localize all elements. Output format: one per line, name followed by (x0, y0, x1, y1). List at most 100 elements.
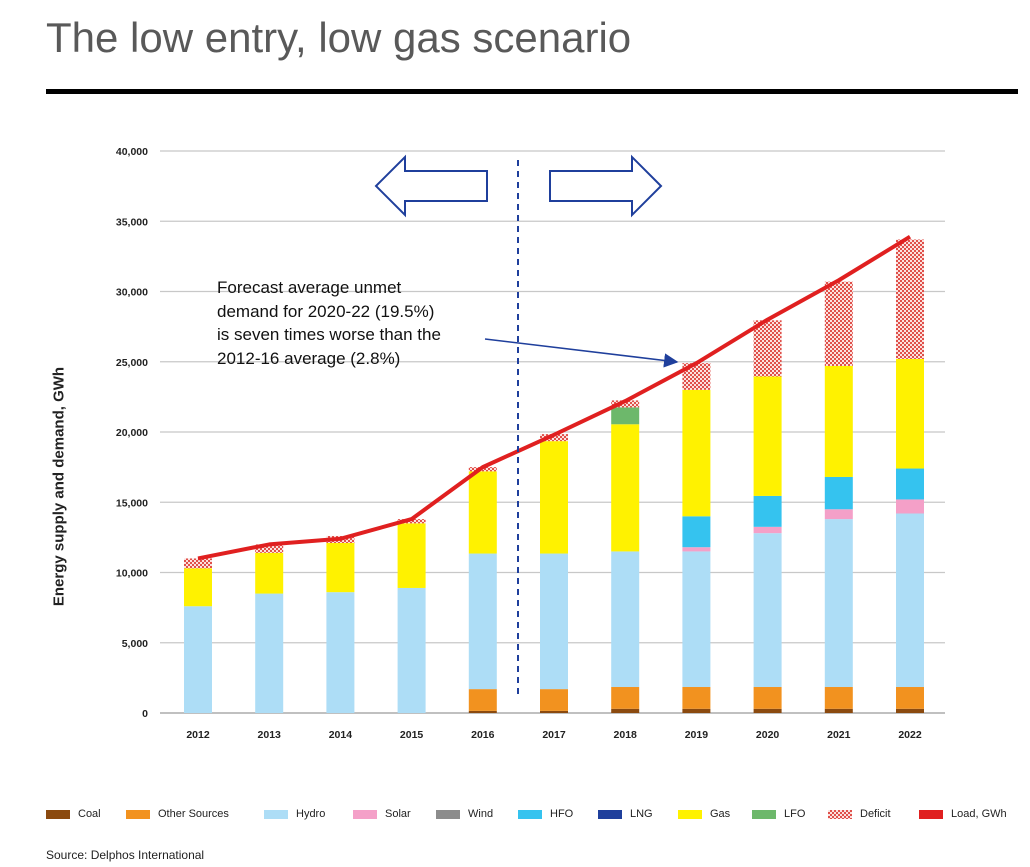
bar-segment-solar-2019 (682, 547, 711, 552)
legend-label: Hydro (296, 808, 326, 820)
bar-segment-solar-2022 (896, 499, 924, 514)
load-series-line (197, 234, 912, 561)
y-axis-label: Energy supply and demand, GWh (50, 366, 68, 607)
x-axis-ticks: 2012 2013 2014 2015 2016 2017 2018 2019 2020 2021… (186, 729, 922, 741)
bar-segment-gas-2020 (753, 376, 782, 496)
y-tick-label: 25,000 (116, 357, 148, 369)
bar-segment-hydro-2018 (611, 551, 640, 688)
legend-label: LNG (630, 808, 653, 820)
bar-segment-coal-2018 (611, 708, 640, 713)
stacked-bar-chart: 2012 2013 2014 2015 2016 2017 2018 2019 2020 2021… (116, 146, 945, 741)
bar-segment-coal-2020 (753, 708, 782, 713)
legend-item-lng: LNG (598, 808, 653, 820)
bar-segment-gas-2014 (326, 542, 355, 593)
title-divider (46, 89, 1018, 94)
legend-item-coal: Coal (46, 808, 101, 820)
bar-segment-deficit-2020 (753, 320, 782, 377)
bar-segment-deficit-2017 (540, 434, 568, 442)
bar-segment-deficit-2021 (824, 281, 853, 366)
bar-segment-hfo-2020 (753, 495, 782, 527)
bar-segment-gas-2013 (255, 552, 284, 594)
y-axis-ticks: 0 5,000 10,000 15,000 20,000 25,000 30,000 35,0… (116, 146, 148, 720)
bar-segment-gas-2022 (896, 358, 924, 469)
y-tick-label: 30,000 (116, 287, 148, 299)
annotation-line: is seven times worse than the (217, 325, 441, 344)
annotation-line: Forecast average unmet (217, 278, 402, 297)
x-tick-label: 2021 (827, 729, 851, 741)
bars (184, 239, 924, 713)
x-tick-label: 2020 (756, 729, 780, 741)
legend-label: Coal (78, 808, 101, 820)
bar-segment-gas-2017 (540, 441, 568, 554)
x-tick-label: 2017 (542, 729, 566, 741)
bar-segment-coal-2019 (682, 708, 711, 713)
historical-arrow-icon (374, 154, 488, 218)
bar-segment-other-sources-2022 (896, 687, 924, 709)
bar-segment-deficit-2012 (184, 558, 212, 569)
bar-segment-other-sources-2016 (468, 689, 497, 711)
bar-segment-hydro-2021 (824, 519, 853, 688)
grid-lines (160, 150, 945, 714)
bar-segment-deficit-2013 (255, 544, 284, 553)
bar-segment-lfo-2018 (611, 407, 640, 425)
bar-segment-coal-2022 (896, 708, 924, 713)
bar-segment-deficit-2022 (896, 239, 924, 359)
bar-segment-hfo-2022 (896, 468, 924, 500)
legend-swatch (752, 809, 776, 819)
legend-swatch (353, 809, 377, 819)
legend-swatch (126, 809, 150, 819)
source-note: Source: Delphos International (46, 848, 205, 862)
bar-segment-hydro-2022 (896, 513, 924, 688)
legend-swatch (264, 809, 288, 819)
legend-label: Deficit (860, 808, 891, 820)
x-tick-label: 2014 (329, 729, 353, 741)
annotation-line: 2012-16 average (2.8%) (217, 348, 401, 368)
legend-item-deficit: Deficit (828, 808, 891, 820)
bar-segment-gas-2018 (611, 424, 640, 552)
annotation-line: demand for 2020-22 (19.5%) (217, 301, 435, 321)
bar-segment-hfo-2019 (682, 516, 711, 548)
legend-item-hydro: Hydro (264, 808, 325, 820)
legend-item-wind: Wind (436, 808, 493, 820)
forecast-annotation: Forecast average unmet demand for 2020-2… (217, 276, 517, 370)
y-tick-label: 15,000 (116, 497, 148, 509)
bar-segment-other-sources-2019 (682, 687, 711, 709)
legend-swatch (919, 809, 943, 819)
y-tick-label: 5,000 (122, 638, 148, 650)
bar-segment-hydro-2020 (753, 533, 782, 688)
bar-segment-other-sources-2017 (540, 689, 568, 711)
bar-segment-hydro-2017 (540, 553, 568, 690)
bar-segment-coal-2017 (540, 710, 568, 713)
bar-segment-gas-2015 (397, 523, 426, 588)
bar-segment-other-sources-2020 (753, 687, 782, 709)
bar-segment-deficit-2018 (611, 400, 640, 408)
bar-segment-hydro-2019 (682, 551, 711, 688)
legend-swatch (436, 809, 460, 819)
legend-swatch (828, 809, 852, 819)
legend-item-load-gwh: Load, GWh (919, 808, 1007, 820)
legend-label: Load, GWh (951, 808, 1007, 820)
bar-segment-hydro-2015 (397, 587, 426, 713)
y-tick-label: 35,000 (116, 216, 148, 228)
legend-label: Gas (710, 808, 731, 820)
bar-segment-gas-2016 (468, 471, 497, 554)
bar-segment-deficit-2015 (397, 519, 426, 524)
annotation-pointer-arrow (484, 338, 679, 368)
legend-swatch (598, 809, 622, 819)
chart-legend: Coal Other Sources Hydro Solar Wind HFO LNG Gas… (46, 808, 1021, 824)
bar-segment-gas-2012 (184, 568, 212, 607)
bar-segment-hydro-2014 (326, 592, 355, 713)
y-tick-label: 20,000 (116, 427, 148, 439)
bar-segment-coal-2021 (824, 708, 853, 713)
legend-label: Solar (385, 808, 411, 820)
bar-segment-hfo-2021 (824, 476, 853, 510)
legend-item-gas: Gas (678, 808, 730, 820)
y-tick-label: 40,000 (116, 146, 148, 158)
legend-label: Other Sources (158, 808, 229, 820)
x-tick-label: 2015 (400, 729, 424, 741)
legend-item-solar: Solar (353, 808, 411, 820)
bar-segment-solar-2020 (753, 526, 782, 534)
legend-item-hfo: HFO (518, 808, 573, 820)
x-tick-label: 2018 (614, 729, 638, 741)
legend-swatch (678, 809, 702, 819)
